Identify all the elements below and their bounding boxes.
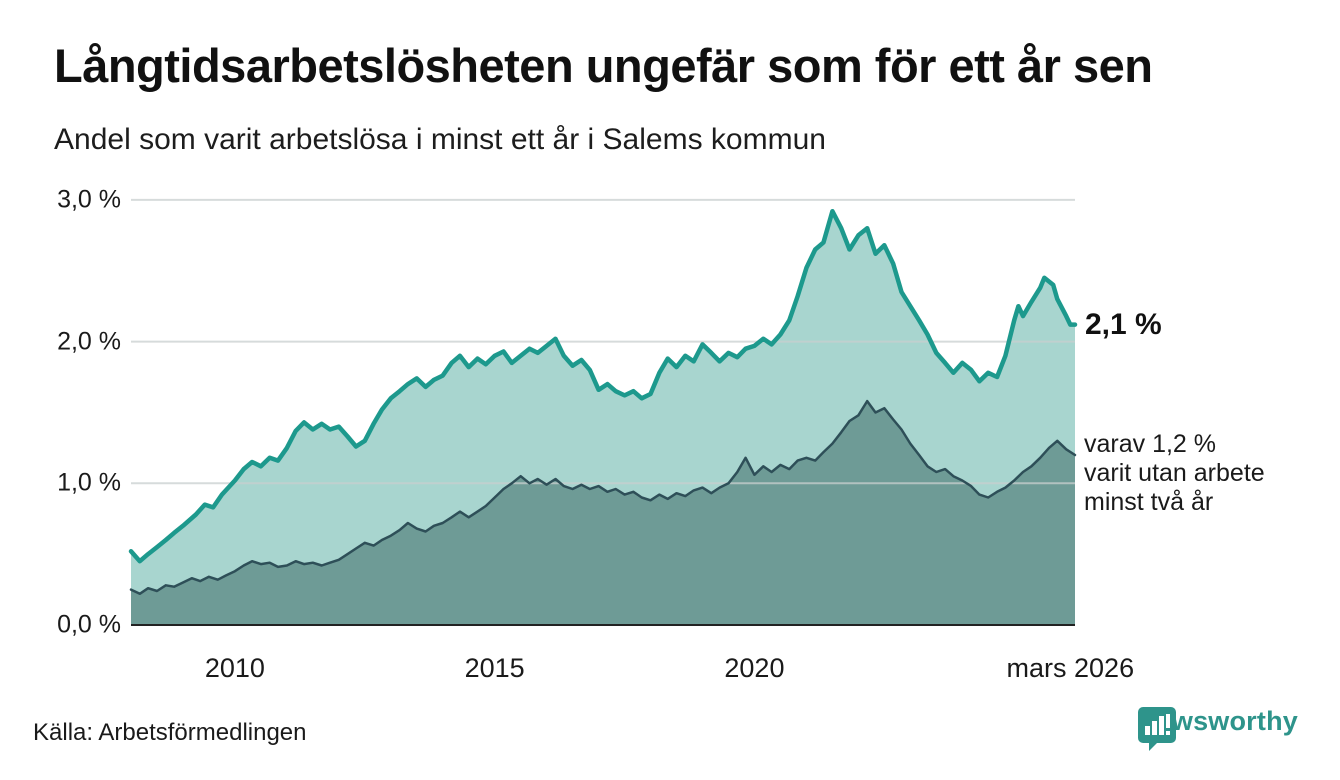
x-tick-label: mars 2026 [1006,653,1135,683]
secondary-series-area [131,401,1075,625]
secondary-annotation-line2: varit utan arbete [1084,459,1265,487]
y-tick-label: 3,0 % [57,185,121,214]
primary-series-line [128,208,1078,564]
x-tick-label: 2015 [464,653,525,683]
x-tick-label: 2010 [204,653,265,683]
newsworthy-logo-icon [1137,707,1176,751]
chart-subtitle: Andel som varit arbetslösa i minst ett å… [54,123,826,156]
secondary-annotation-line3: minst två år [1084,488,1214,516]
y-tick-label: 0,0 % [57,610,121,639]
x-tick-label: 2020 [724,653,785,683]
latest-value-label: 2,1 % [1085,307,1162,341]
y-tick-label: 1,0 % [57,468,121,497]
page-title: Långtidsarbetslösheten ungefär som för e… [54,39,1153,92]
secondary-series-annotation: varav 1,2 % varit utan arbete minst två … [1084,430,1265,517]
source-note: Källa: Arbetsförmedlingen [33,719,307,746]
secondary-annotation-line1: varav 1,2 % [1084,430,1217,458]
newsworthy-logo: Newsworthy [1137,706,1298,751]
y-tick-label: 2,0 % [57,327,121,356]
secondary-series-line [129,399,1077,596]
